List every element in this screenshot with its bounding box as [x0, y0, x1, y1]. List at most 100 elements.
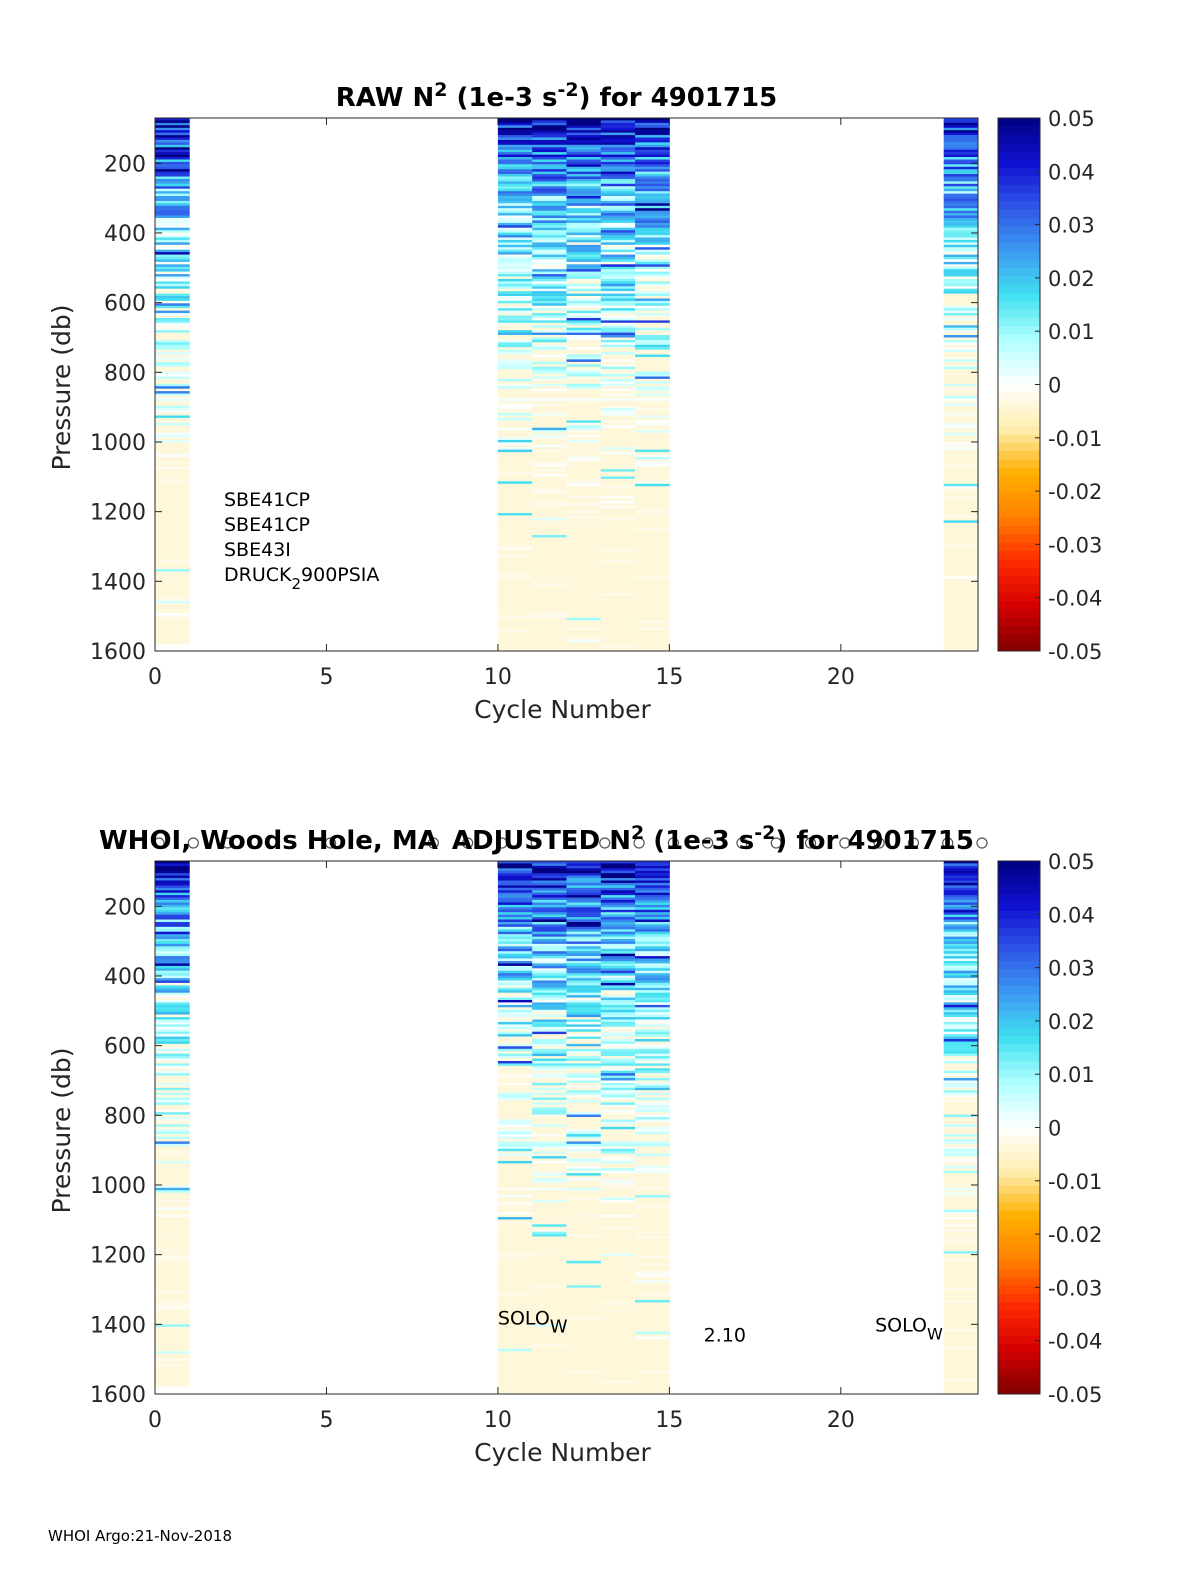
heatmap-cell — [566, 459, 602, 463]
heatmap-cell — [155, 1000, 190, 1003]
heatmap-cell — [600, 1153, 636, 1157]
heatmap-cell — [532, 588, 567, 592]
heatmap-cell — [600, 427, 636, 431]
heatmap-cell — [566, 164, 602, 168]
heatmap-cell — [566, 218, 602, 221]
heatmap-cell — [532, 513, 567, 516]
heatmap-cell — [635, 1107, 670, 1111]
heatmap-cell — [943, 1304, 979, 1308]
heatmap-cell — [497, 1014, 533, 1018]
heatmap-cell — [943, 532, 979, 536]
heatmap-cell — [943, 457, 979, 460]
heatmap-cell — [635, 554, 670, 558]
heatmap-cell — [600, 1331, 636, 1335]
heatmap-cell — [497, 997, 533, 1001]
heatmap-cell — [155, 1360, 190, 1364]
heatmap-cell — [532, 1200, 567, 1203]
heatmap-cell — [155, 376, 190, 380]
heatmap-cell — [600, 1163, 636, 1167]
heatmap-cell — [635, 515, 670, 519]
heatmap-cell — [497, 376, 533, 380]
heatmap-cell — [635, 137, 670, 141]
heatmap-cell — [635, 902, 670, 906]
heatmap-cell — [497, 208, 533, 211]
heatmap-cell — [943, 208, 979, 211]
heatmap-cell — [155, 427, 190, 431]
heatmap-cell — [155, 985, 190, 989]
heatmap-cell — [566, 1353, 602, 1357]
heatmap-cell — [600, 1139, 636, 1142]
y-tick-label: 200 — [104, 152, 146, 177]
heatmap-cell — [635, 513, 670, 516]
heatmap-cell — [155, 561, 190, 565]
heatmap-cell — [566, 1273, 602, 1276]
heatmap-cell — [155, 1209, 190, 1213]
heatmap-cell — [532, 413, 567, 416]
heatmap-cell — [943, 1061, 979, 1064]
heatmap-cell — [566, 303, 602, 307]
heatmap-cell — [532, 1168, 567, 1172]
heatmap-cell — [943, 318, 979, 321]
heatmap-cell — [532, 1014, 567, 1018]
heatmap-cell — [532, 613, 567, 616]
heatmap-cell — [497, 956, 533, 959]
heatmap-cell — [635, 1343, 670, 1347]
heatmap-cell — [566, 486, 602, 489]
heatmap-cell — [635, 276, 670, 280]
heatmap-cell — [600, 254, 636, 258]
heatmap-cell — [566, 878, 602, 881]
heatmap-cell — [943, 483, 979, 487]
heatmap-cell — [943, 1378, 979, 1381]
heatmap-cell — [155, 496, 190, 499]
colorbar-swatch — [998, 617, 1040, 627]
heatmap-cell — [566, 1156, 602, 1159]
heatmap-cell — [600, 556, 636, 560]
heatmap-cell — [635, 1260, 670, 1264]
heatmap-cell — [497, 1053, 533, 1057]
heatmap-cell — [943, 447, 979, 450]
heatmap-cell — [600, 1317, 636, 1320]
heatmap-cell — [155, 191, 190, 194]
heatmap-cell — [532, 1134, 567, 1137]
heatmap-cell — [566, 1058, 602, 1062]
heatmap-cell — [635, 895, 670, 898]
heatmap-cell — [635, 1043, 670, 1047]
heatmap-cell — [532, 276, 567, 280]
heatmap-cell — [155, 322, 190, 326]
heatmap-cell — [155, 286, 190, 290]
heatmap-cell — [943, 298, 979, 302]
heatmap-cell — [155, 1100, 190, 1103]
heatmap-cell — [566, 1336, 602, 1340]
heatmap-cell — [635, 144, 670, 148]
heatmap-cell — [635, 491, 670, 494]
cycle-marker — [736, 837, 748, 849]
heatmap-cell — [155, 288, 190, 292]
heatmap-cell — [566, 1148, 602, 1152]
heatmap-cell — [532, 335, 567, 338]
heatmap-cell — [566, 364, 602, 368]
heatmap-cell — [532, 549, 567, 553]
heatmap-cell — [566, 1251, 602, 1254]
heatmap-cell — [635, 939, 670, 942]
heatmap-cell — [635, 1385, 670, 1389]
heatmap-cell — [943, 120, 979, 124]
heatmap-cell — [600, 339, 636, 343]
heatmap-cell — [155, 591, 190, 594]
colorbar-swatch — [998, 459, 1040, 469]
heatmap-cell — [566, 1195, 602, 1198]
heatmap-cell — [635, 1180, 670, 1184]
heatmap-cell — [600, 1165, 636, 1169]
heatmap-cell — [635, 943, 670, 947]
heatmap-cell — [532, 291, 567, 294]
heatmap-cell — [532, 1251, 567, 1254]
heatmap-cell — [635, 1268, 670, 1271]
annotation-solo: SOLOW — [498, 1307, 568, 1337]
heatmap-cell — [635, 530, 670, 533]
heatmap-cell — [566, 1204, 602, 1208]
heatmap-cell — [155, 1078, 190, 1081]
heatmap-cell — [635, 997, 670, 1001]
heatmap-cell — [566, 569, 602, 572]
heatmap-cell — [635, 1336, 670, 1340]
heatmap-cell — [635, 549, 670, 553]
heatmap-cell — [497, 939, 533, 942]
